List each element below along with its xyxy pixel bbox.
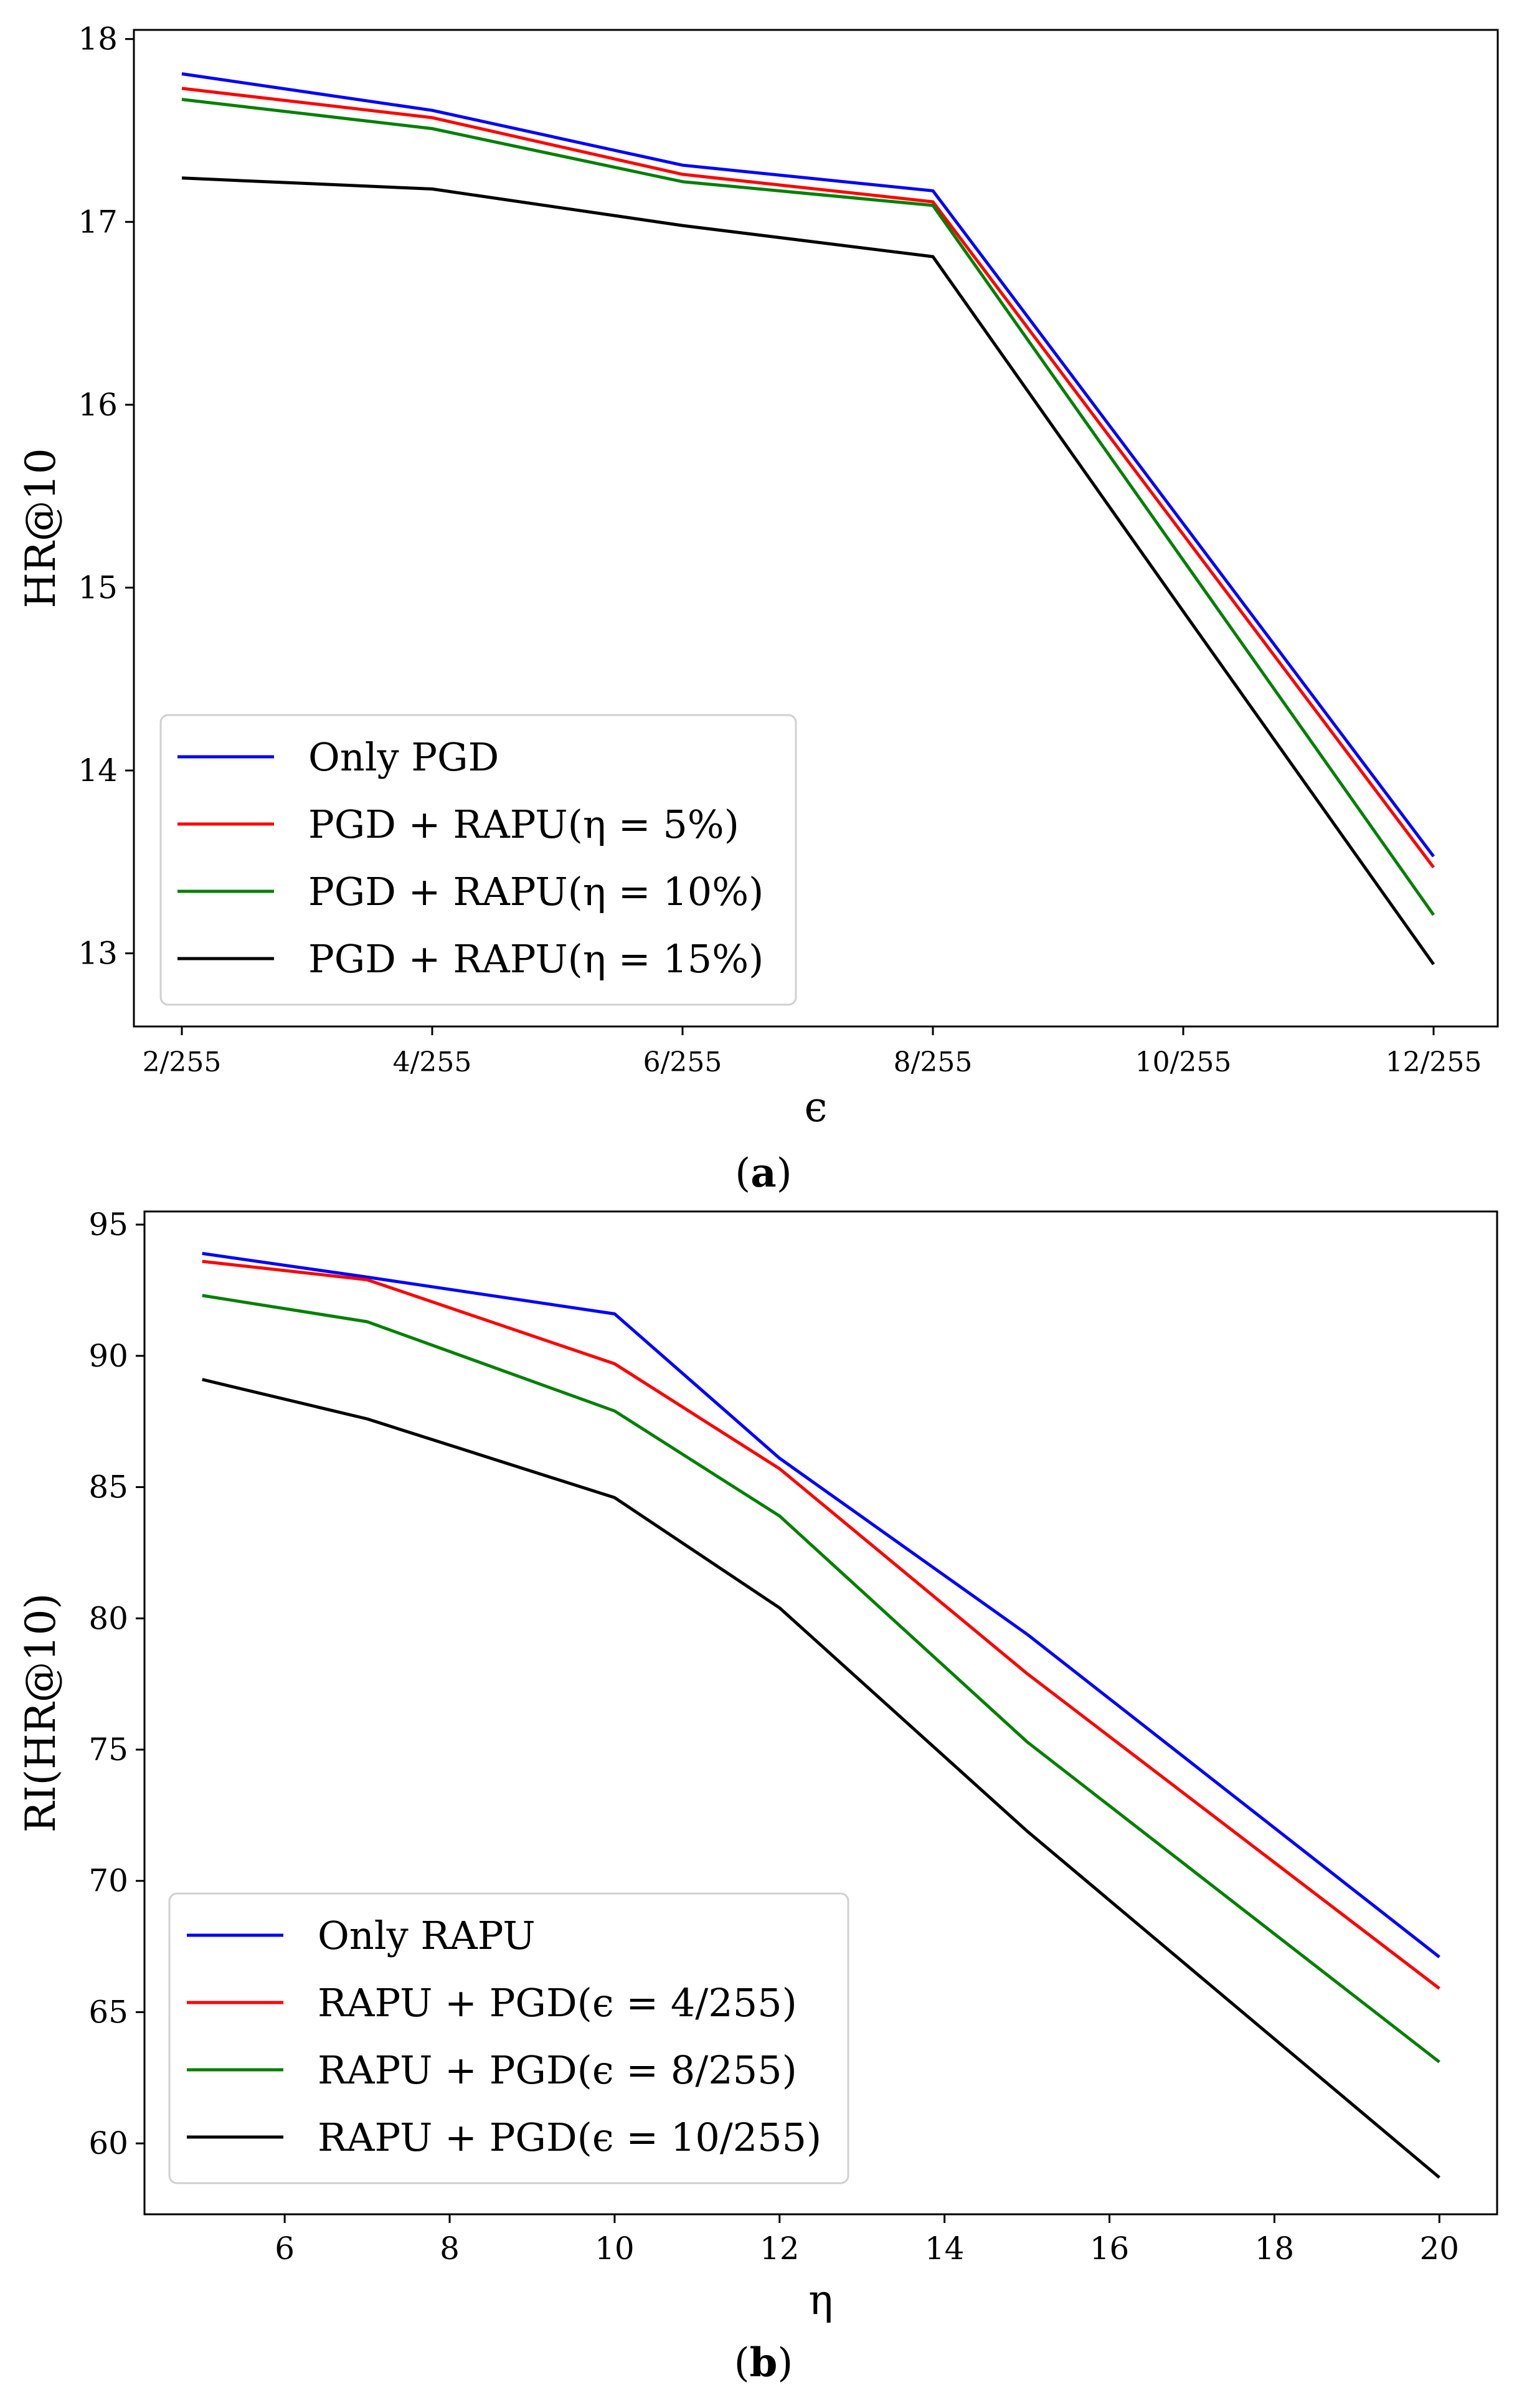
chart-b-y-axis: 60 65 70 75 80 85 90 95 <box>88 1206 144 2161</box>
chart-b-legend-label: RAPU + PGD(ϵ = 8/255) <box>318 2047 797 2093</box>
chart-b-legend-box <box>168 1892 849 2184</box>
chart-a-legend: Only PGD PGD + RAPU(η = 5%) PGD + RAPU(η =… <box>159 714 797 1006</box>
chart-a-series-line-4 <box>181 176 1435 965</box>
chart-a-x-axis-label: ϵ <box>805 1083 828 1131</box>
chart-a-y-tick-label: 17 <box>78 204 118 240</box>
chart-b-y-tick-label: 70 <box>88 1863 128 1899</box>
chart-a-legend-label: Only PGD <box>308 734 499 780</box>
chart-a-x-tick-label: 4/255 <box>393 1046 472 1078</box>
chart-b-series-line-1 <box>202 1251 1440 1958</box>
chart-a: 13 14 15 16 17 18 2/255 4/255 6/255 8/255 10/255 1… <box>17 21 1499 1197</box>
chart-a-y-axis-label: HR@10 <box>17 448 65 608</box>
chart-a-y-tick-label: 16 <box>78 387 118 423</box>
chart-b-caption-letter: b <box>750 2339 778 2386</box>
chart-b-series-line-3 <box>202 1294 1440 2064</box>
chart-b-x-tick-label: 18 <box>1255 2230 1295 2267</box>
chart-b: 60 65 70 75 80 85 90 95 6 8 10 12 14 16 18 20 η RI(HR@… <box>17 1206 1498 2386</box>
chart-b-y-tick-label: 80 <box>88 1600 128 1636</box>
chart-b-y-axis-label: RI(HR@10) <box>17 1593 65 1833</box>
chart-a-y-tick-label: 13 <box>78 936 118 972</box>
chart-a-legend-box <box>159 714 797 1006</box>
chart-a-series-line-3 <box>181 98 1435 916</box>
chart-b-x-tick-label: 14 <box>925 2230 965 2267</box>
chart-b-series <box>202 1251 1440 2179</box>
chart-a-x-tick-label: 10/255 <box>1135 1046 1232 1078</box>
chart-b-x-tick-label: 8 <box>440 2230 460 2267</box>
chart-b-legend: Only RAPU RAPU + PGD(ϵ = 4/255) RAPU + PGD… <box>168 1892 849 2184</box>
chart-b-y-tick-label: 75 <box>88 1732 128 1768</box>
chart-b-x-tick-label: 20 <box>1419 2230 1459 2267</box>
chart-b-x-axis-label: η <box>808 2276 833 2324</box>
chart-b-y-tick-label: 95 <box>88 1206 128 1243</box>
chart-a-series-line-2 <box>181 87 1435 869</box>
chart-a-y-tick-label: 14 <box>78 752 118 789</box>
chart-a-legend-label: PGD + RAPU(η = 5%) <box>308 802 739 847</box>
chart-b-x-tick-label: 16 <box>1090 2230 1130 2267</box>
chart-a-series-line-1 <box>181 72 1435 858</box>
chart-b-x-tick-label: 12 <box>760 2230 800 2267</box>
chart-a-caption: (a) <box>735 1150 792 1197</box>
chart-b-y-tick-label: 85 <box>88 1469 128 1505</box>
chart-a-x-tick-label: 2/255 <box>143 1046 222 1078</box>
chart-b-series-line-4 <box>202 1378 1440 2179</box>
chart-a-y-axis: 13 14 15 16 17 18 <box>78 21 134 972</box>
chart-a-plot-frame <box>133 29 1499 1028</box>
chart-b-x-axis: 6 8 10 12 14 16 18 20 <box>275 2214 1459 2267</box>
chart-b-caption: (b) <box>734 2339 793 2386</box>
chart-b-legend-label: Only RAPU <box>318 1913 536 1958</box>
chart-b-legend-label: RAPU + PGD(ϵ = 4/255) <box>318 1980 797 2026</box>
chart-a-series <box>181 72 1435 965</box>
chart-b-legend-label: RAPU + PGD(ϵ = 10/255) <box>318 2115 821 2160</box>
chart-a-x-tick-label: 12/255 <box>1386 1046 1482 1078</box>
chart-a-x-axis: 2/255 4/255 6/255 8/255 10/255 12/255 <box>143 1026 1482 1078</box>
chart-b-x-tick-label: 10 <box>595 2230 635 2267</box>
chart-a-caption-letter: a <box>750 1150 776 1197</box>
chart-b-x-tick-label: 6 <box>275 2230 295 2267</box>
chart-b-plot-frame <box>143 1210 1498 2216</box>
chart-b-y-tick-label: 90 <box>88 1338 128 1374</box>
chart-a-x-tick-label: 8/255 <box>894 1046 973 1078</box>
chart-b-y-tick-label: 60 <box>88 2125 128 2161</box>
chart-a-legend-label: PGD + RAPU(η = 10%) <box>308 869 764 914</box>
chart-a-y-tick-label: 18 <box>78 21 118 57</box>
chart-a-x-tick-label: 6/255 <box>643 1046 722 1078</box>
chart-b-y-tick-label: 65 <box>88 1994 128 2030</box>
chart-b-series-line-2 <box>202 1259 1440 1990</box>
chart-a-y-tick-label: 15 <box>78 569 118 605</box>
chart-a-legend-label: PGD + RAPU(η = 15%) <box>308 936 764 982</box>
